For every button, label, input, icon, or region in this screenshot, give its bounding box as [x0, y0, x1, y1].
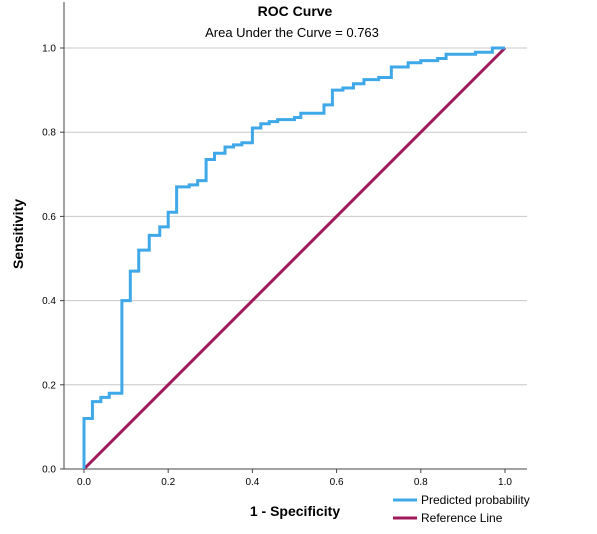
- legend-label: Predicted probability: [421, 493, 530, 507]
- x-tick-labels: 0.0 0.2 0.4 0.6 0.8 1.0: [77, 477, 512, 488]
- chart-subtitle: Area Under the Curve = 0.763: [205, 25, 379, 40]
- gridlines: [64, 47, 527, 386]
- reference-line: [82, 46, 507, 471]
- legend: Predicted probability Reference Line: [393, 493, 530, 525]
- x-tick-label: 0.0: [77, 477, 91, 488]
- chart-title: ROC Curve: [258, 3, 333, 19]
- x-tick-label: 0.4: [245, 477, 259, 488]
- axes: [60, 2, 527, 473]
- x-tick-label: 0.6: [330, 477, 344, 488]
- y-tick-label: 0.4: [42, 296, 56, 307]
- x-tick-label: 0.2: [161, 477, 175, 488]
- y-tick-labels: 0.0 0.2 0.4 0.6 0.8 1.0: [42, 44, 56, 476]
- y-tick-label: 0.8: [42, 128, 56, 139]
- y-tick-label: 0.6: [42, 212, 56, 223]
- y-axis-title: Sensitivity: [10, 199, 26, 269]
- series-lines: [82, 46, 507, 471]
- y-tick-label: 0.0: [42, 465, 56, 476]
- x-axis-title: 1 - Specificity: [250, 503, 340, 519]
- roc-curve: [82, 46, 505, 469]
- x-tick-label: 0.8: [414, 477, 428, 488]
- y-tick-label: 1.0: [42, 44, 56, 55]
- y-tick-label: 0.2: [42, 380, 56, 391]
- legend-label: Reference Line: [421, 511, 503, 525]
- x-tick-label: 1.0: [498, 477, 512, 488]
